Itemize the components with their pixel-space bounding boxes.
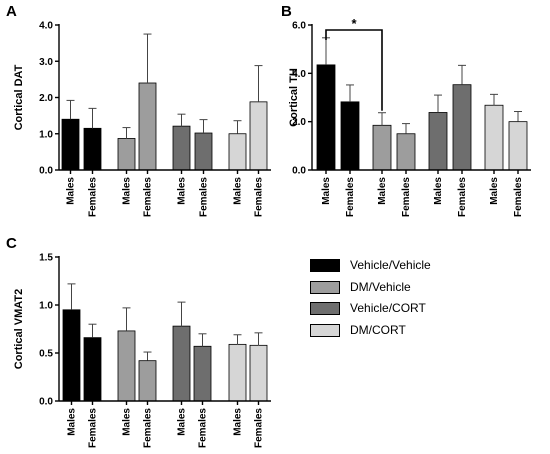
x-tick-label-c-0: Males bbox=[67, 408, 78, 436]
legend-item-dm-vehicle: DM/Vehicle bbox=[308, 278, 528, 298]
panel-a: A Cortical DAT 0.0 1.0 2.0 3.0 4.0 Males Females… bbox=[6, 3, 271, 217]
x-tick-label-c-2: Males bbox=[122, 408, 133, 436]
bar-a-6 bbox=[228, 133, 247, 171]
legend: Vehicle/Vehicle DM/Vehicle Vehicle/CORT … bbox=[308, 256, 528, 342]
y-tick-label-c-1: 0.5 bbox=[39, 349, 53, 360]
panel-letter-a: A bbox=[6, 3, 17, 20]
x-tick-label-c-1: Females bbox=[88, 408, 99, 448]
bar-c-3 bbox=[138, 360, 157, 402]
panel-letter-b: B bbox=[281, 3, 292, 20]
y-tick-label-a-1: 1.0 bbox=[39, 129, 53, 140]
y-tick-label-a-2: 2.0 bbox=[39, 93, 53, 104]
x-tick-label-a-2: Males bbox=[122, 177, 133, 205]
panel-b: B Cortical TH 0.0 2.0 4.0 6.0 Males Females Male… bbox=[281, 3, 531, 217]
y-tick-label-c-2: 1.0 bbox=[39, 301, 53, 312]
bar-a-5 bbox=[194, 132, 213, 171]
y-tick-label-b-0: 0.0 bbox=[292, 166, 306, 177]
x-tick-label-b-0: Males bbox=[321, 177, 332, 205]
x-tick-label-c-6: Males bbox=[233, 408, 244, 436]
bar-b-1 bbox=[340, 101, 360, 171]
bar-a-3 bbox=[138, 82, 157, 171]
panel-c: C Cortical VMAT2 0.0 0.5 1.0 1.5 Males Females M… bbox=[6, 235, 271, 448]
bar-b-7 bbox=[508, 121, 528, 171]
x-tick-label-b-1: Females bbox=[345, 177, 356, 217]
y-tick-label-c-3: 1.5 bbox=[39, 253, 53, 264]
bar-c-4 bbox=[172, 325, 191, 402]
bar-a-4 bbox=[172, 125, 191, 171]
bar-c-2 bbox=[117, 330, 136, 402]
x-tick-label-b-6: Males bbox=[489, 177, 500, 205]
legend-swatch-vehicle-vehicle bbox=[310, 259, 340, 272]
bar-a-7 bbox=[249, 101, 268, 171]
legend-label-dm-cort: DM/CORT bbox=[350, 322, 406, 337]
significance-label-b-0: * bbox=[351, 16, 357, 31]
x-tick-label-b-7: Females bbox=[513, 177, 524, 217]
bar-b-2 bbox=[372, 124, 392, 171]
panel-letter-c: C bbox=[6, 235, 17, 252]
x-tick-label-c-4: Males bbox=[177, 408, 188, 436]
y-tick-label-a-0: 0.0 bbox=[39, 166, 53, 177]
bar-c-1 bbox=[83, 337, 102, 402]
legend-label-vehicle-cort: Vehicle/CORT bbox=[350, 301, 426, 316]
x-tick-label-a-7: Females bbox=[254, 177, 265, 217]
x-tick-label-c-3: Females bbox=[143, 408, 154, 448]
legend-item-vehicle-cort: Vehicle/CORT bbox=[308, 299, 528, 319]
legend-swatch-dm-cort bbox=[310, 323, 340, 337]
y-axis-label-b: Cortical TH bbox=[288, 68, 300, 127]
x-tick-label-a-4: Males bbox=[177, 177, 188, 205]
bar-a-1 bbox=[83, 127, 102, 171]
bar-c-5 bbox=[193, 345, 212, 402]
bar-b-0 bbox=[316, 64, 336, 171]
legend-label-dm-vehicle: DM/Vehicle bbox=[350, 279, 411, 294]
y-tick-label-b-1: 2.0 bbox=[292, 117, 306, 128]
y-tick-label-b-3: 6.0 bbox=[292, 21, 306, 32]
legend-item-vehicle-vehicle: Vehicle/Vehicle bbox=[308, 256, 528, 276]
x-tick-label-a-0: Males bbox=[66, 177, 77, 205]
x-tick-label-c-5: Females bbox=[198, 408, 209, 448]
y-tick-label-a-4: 4.0 bbox=[39, 21, 53, 32]
legend-swatch-dm-vehicle bbox=[310, 280, 340, 294]
x-tick-label-a-3: Females bbox=[143, 177, 154, 217]
x-tick-label-b-4: Males bbox=[433, 177, 444, 205]
y-tick-label-c-0: 0.0 bbox=[39, 397, 53, 408]
x-tick-label-b-5: Females bbox=[457, 177, 468, 217]
y-tick-label-a-3: 3.0 bbox=[39, 57, 53, 68]
bar-b-5 bbox=[452, 84, 472, 171]
bar-c-0 bbox=[62, 309, 81, 402]
bar-b-4 bbox=[428, 112, 448, 171]
x-tick-label-c-7: Females bbox=[254, 408, 265, 448]
x-tick-label-a-5: Females bbox=[199, 177, 210, 217]
legend-item-dm-cort: DM/CORT bbox=[308, 321, 528, 341]
legend-label-vehicle-vehicle: Vehicle/Vehicle bbox=[350, 258, 431, 272]
y-tick-label-b-2: 4.0 bbox=[292, 69, 306, 80]
legend-swatch-vehicle-cort bbox=[310, 302, 340, 316]
bar-c-7 bbox=[249, 344, 268, 402]
y-axis-label-c: Cortical VMAT2 bbox=[13, 289, 25, 369]
x-tick-label-b-3: Females bbox=[401, 177, 412, 217]
bar-a-0 bbox=[61, 118, 80, 171]
x-tick-label-a-6: Males bbox=[233, 177, 244, 205]
x-tick-label-b-2: Males bbox=[377, 177, 388, 205]
significance-bracket-b-0 bbox=[325, 29, 383, 111]
bar-a-2 bbox=[117, 138, 136, 171]
bar-c-6 bbox=[228, 343, 247, 402]
bar-b-3 bbox=[396, 133, 416, 171]
x-tick-label-a-1: Females bbox=[88, 177, 99, 217]
bar-b-6 bbox=[484, 104, 504, 171]
y-axis-label-a: Cortical DAT bbox=[13, 64, 25, 130]
